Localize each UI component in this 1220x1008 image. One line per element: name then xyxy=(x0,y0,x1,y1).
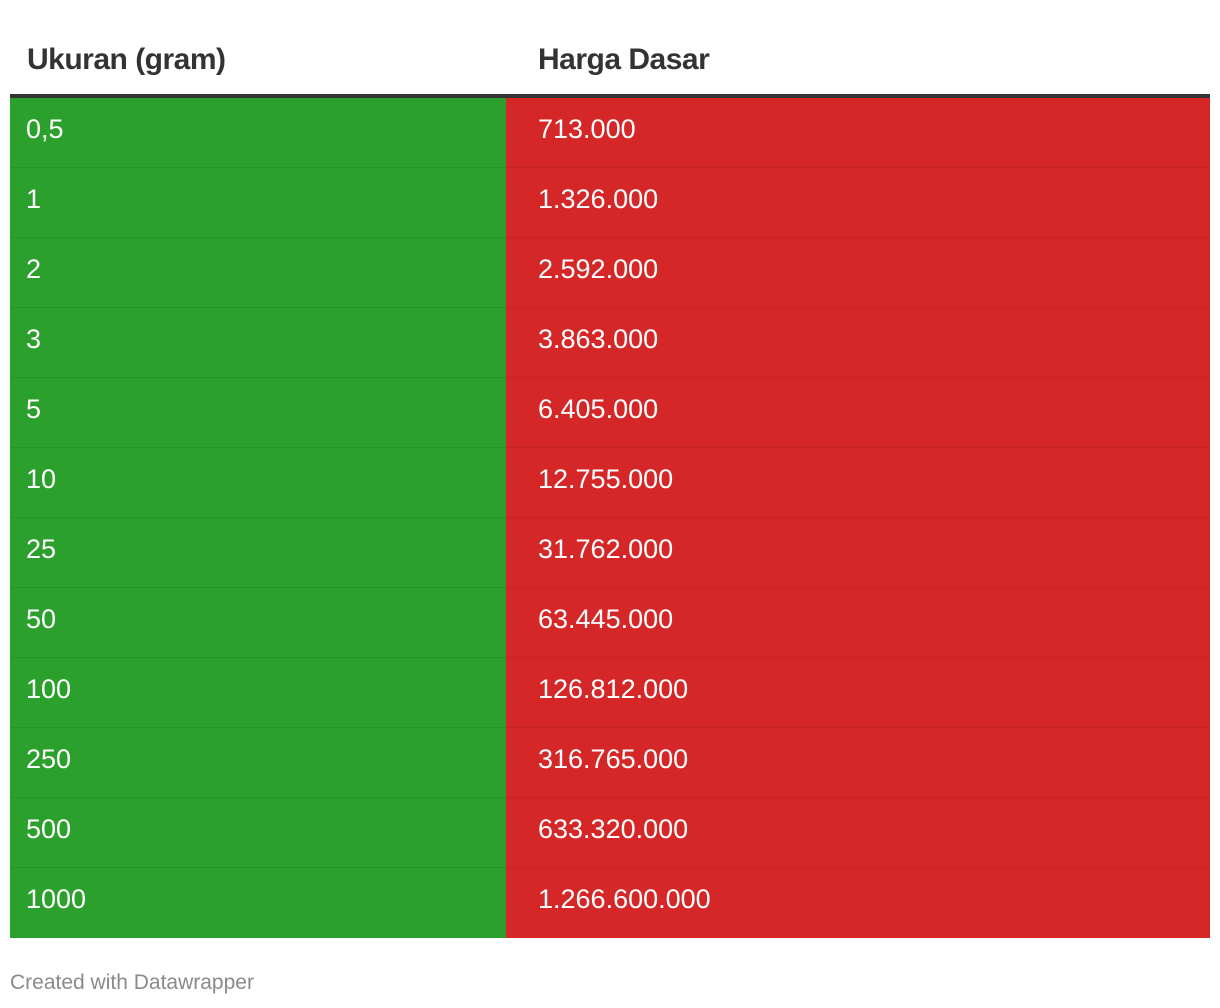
price-cell: 3.863.000 xyxy=(506,308,1210,378)
price-cell: 1.266.600.000 xyxy=(506,868,1210,938)
table-row: 500 633.320.000 xyxy=(10,798,1210,868)
price-cell: 316.765.000 xyxy=(506,728,1210,798)
table-row: 25 31.762.000 xyxy=(10,518,1210,588)
price-cell: 12.755.000 xyxy=(506,448,1210,518)
table-row: 1 1.326.000 xyxy=(10,168,1210,238)
column-header-size: Ukuran (gram) xyxy=(27,43,226,76)
size-cell: 25 xyxy=(10,518,506,588)
price-cell: 2.592.000 xyxy=(506,238,1210,308)
column-header-price: Harga Dasar xyxy=(538,43,710,76)
price-cell: 31.762.000 xyxy=(506,518,1210,588)
size-cell: 5 xyxy=(10,378,506,448)
size-cell: 0,5 xyxy=(10,98,506,168)
table-body: 0,5 713.000 1 1.326.000 2 2.592.000 3 3.863.000… xyxy=(10,98,1210,938)
price-cell: 126.812.000 xyxy=(506,658,1210,728)
table-row: 50 63.445.000 xyxy=(10,588,1210,658)
size-cell: 2 xyxy=(10,238,506,308)
price-cell: 63.445.000 xyxy=(506,588,1210,658)
table-row: 2 2.592.000 xyxy=(10,238,1210,308)
datawrapper-credit: Created with Datawrapper xyxy=(10,971,254,994)
size-cell: 500 xyxy=(10,798,506,868)
table-row: 10 12.755.000 xyxy=(10,448,1210,518)
price-cell: 1.326.000 xyxy=(506,168,1210,238)
price-cell: 633.320.000 xyxy=(506,798,1210,868)
table-row: 3 3.863.000 xyxy=(10,308,1210,378)
table-header: Ukuran (gram) Harga Dasar xyxy=(10,0,1210,98)
table-row: 250 316.765.000 xyxy=(10,728,1210,798)
size-cell: 1000 xyxy=(10,868,506,938)
size-cell: 1 xyxy=(10,168,506,238)
table-row: 0,5 713.000 xyxy=(10,98,1210,168)
price-cell: 6.405.000 xyxy=(506,378,1210,448)
price-cell: 713.000 xyxy=(506,98,1210,168)
size-cell: 3 xyxy=(10,308,506,378)
size-cell: 100 xyxy=(10,658,506,728)
table-row: 1000 1.266.600.000 xyxy=(10,868,1210,938)
size-cell: 250 xyxy=(10,728,506,798)
table-row: 100 126.812.000 xyxy=(10,658,1210,728)
size-cell: 50 xyxy=(10,588,506,658)
size-cell: 10 xyxy=(10,448,506,518)
table-row: 5 6.405.000 xyxy=(10,378,1210,448)
data-table: Ukuran (gram) Harga Dasar 0,5 713.000 1 1.3… xyxy=(10,0,1210,938)
